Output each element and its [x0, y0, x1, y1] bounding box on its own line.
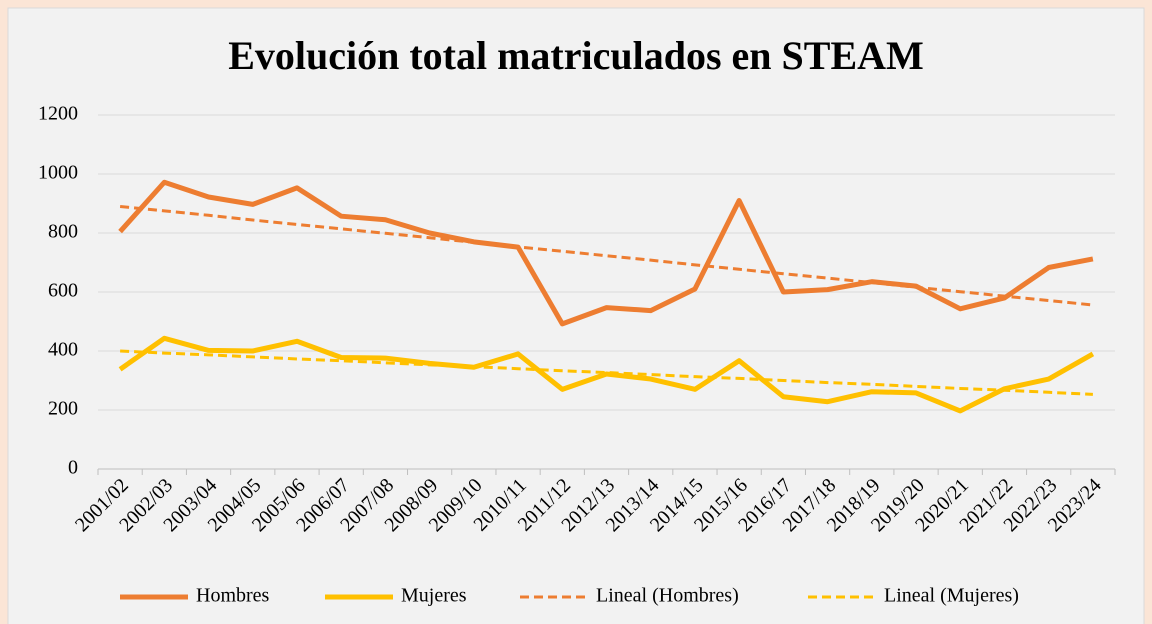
legend-label: Lineal (Mujeres) [884, 585, 1019, 607]
legend-label: Lineal (Hombres) [596, 585, 739, 607]
y-tick-label: 600 [48, 280, 78, 302]
trend-line [119, 204, 1094, 307]
chart-panel [7, 7, 1145, 624]
trend-line [120, 349, 1093, 396]
y-tick-label: 0 [68, 457, 78, 479]
legend-label: Mujeres [401, 585, 467, 607]
line [118, 179, 1094, 327]
line [118, 335, 1095, 414]
legend-label: Hombres [196, 585, 270, 607]
chart-title: Evolución total matriculados en STEAM [228, 33, 924, 78]
y-tick-label: 400 [48, 339, 78, 361]
y-tick-label: 800 [48, 221, 78, 243]
y-tick-label: 200 [48, 398, 78, 420]
y-tick-label: 1000 [38, 162, 78, 184]
y-tick-label: 1200 [38, 103, 78, 125]
